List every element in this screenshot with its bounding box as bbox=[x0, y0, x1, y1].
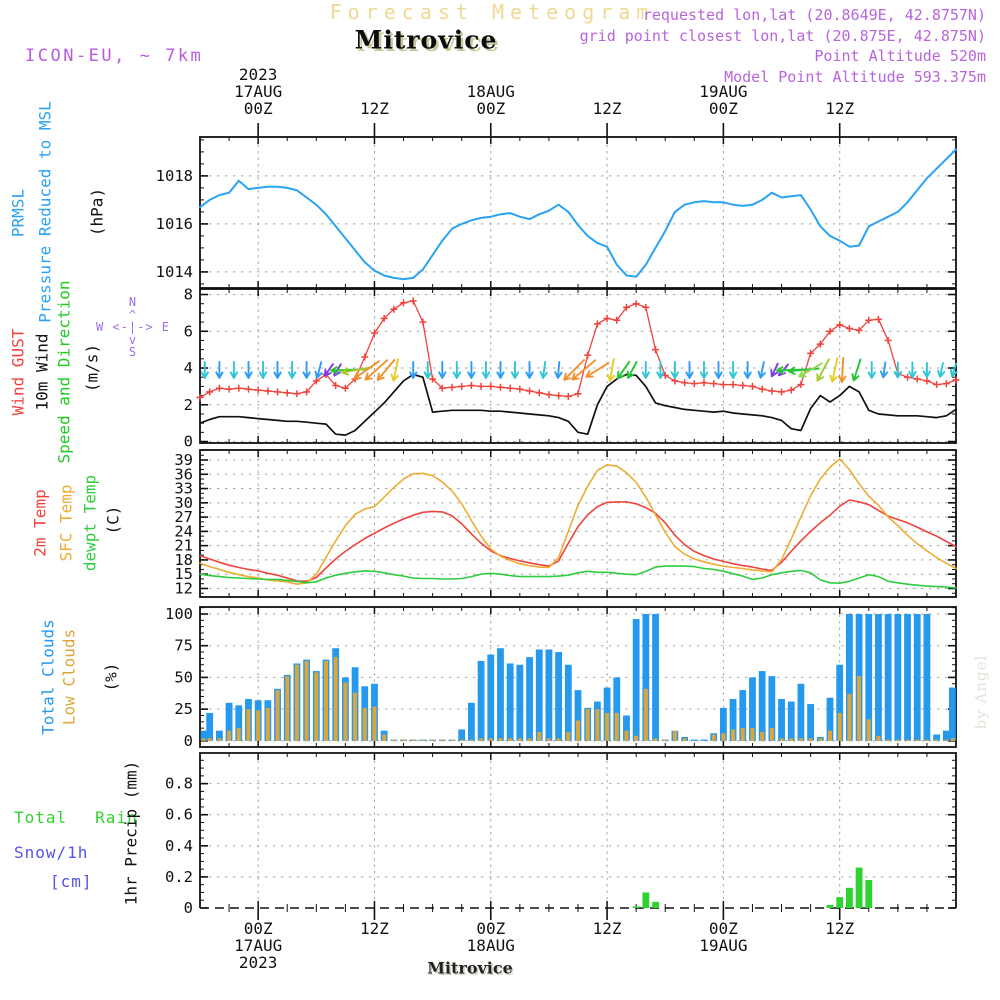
svg-text:18: 18 bbox=[174, 551, 193, 569]
svg-text:2023: 2023 bbox=[239, 953, 278, 972]
svg-text:19AUG: 19AUG bbox=[699, 936, 747, 955]
svg-text:4: 4 bbox=[184, 359, 193, 377]
footer-station: Mitrovice bbox=[427, 958, 513, 978]
svg-text:0: 0 bbox=[184, 732, 193, 750]
svg-text:24: 24 bbox=[174, 522, 193, 540]
meta-requested-lonlat: requested lon,lat (20.8649E, 42.8757N) bbox=[642, 6, 986, 24]
svg-text:12Z: 12Z bbox=[593, 99, 622, 118]
svg-text:0.8: 0.8 bbox=[165, 775, 193, 793]
svg-text:12Z: 12Z bbox=[593, 919, 622, 938]
svg-text:2: 2 bbox=[184, 396, 193, 414]
svg-text:00Z: 00Z bbox=[244, 99, 273, 118]
precip-total-word: Total bbox=[14, 808, 68, 827]
meta-point-altitude: Point Altitude 520m bbox=[814, 47, 986, 65]
svg-text:18AUG: 18AUG bbox=[467, 936, 515, 955]
compass-up-arrow-icon: ^ bbox=[128, 307, 138, 322]
svg-text:00Z: 00Z bbox=[476, 919, 505, 938]
precip-snow-label: Snow/1h bbox=[14, 843, 89, 862]
svg-text:00Z: 00Z bbox=[244, 919, 273, 938]
svg-text:19AUG: 19AUG bbox=[699, 82, 747, 101]
svg-text:25: 25 bbox=[174, 700, 193, 718]
svg-text:27: 27 bbox=[174, 508, 193, 526]
svg-text:12Z: 12Z bbox=[825, 919, 854, 938]
svg-text:0: 0 bbox=[184, 433, 193, 451]
wind-compass: N ^ W <-|-> E v S bbox=[96, 296, 170, 359]
svg-text:1014: 1014 bbox=[156, 263, 193, 281]
svg-text:1016: 1016 bbox=[156, 215, 193, 233]
svg-text:12Z: 12Z bbox=[360, 919, 389, 938]
svg-text:12Z: 12Z bbox=[360, 99, 389, 118]
svg-text:15: 15 bbox=[174, 565, 193, 583]
svg-text:00Z: 00Z bbox=[476, 99, 505, 118]
svg-text:36: 36 bbox=[174, 465, 193, 483]
page-title: Forecast Meteogram bbox=[329, 0, 655, 24]
svg-text:39: 39 bbox=[174, 451, 193, 469]
precip-rain-label: Total Rain bbox=[14, 808, 138, 827]
meta-model-altitude: Model Point Altitude 593.375m bbox=[724, 67, 986, 86]
svg-text:100: 100 bbox=[165, 605, 193, 623]
svg-text:17AUG: 17AUG bbox=[234, 82, 282, 101]
svg-text:18AUG: 18AUG bbox=[467, 82, 515, 101]
svg-text:0.6: 0.6 bbox=[165, 806, 193, 824]
model-label: ICON-EU, ~ 7km bbox=[25, 46, 204, 66]
svg-text:12: 12 bbox=[174, 579, 193, 597]
svg-text:21: 21 bbox=[174, 537, 193, 555]
compass-north: N bbox=[128, 295, 138, 309]
svg-text:33: 33 bbox=[174, 480, 193, 498]
request-meta: requested lon,lat (20.8649E, 42.8757N) g… bbox=[580, 5, 986, 87]
compass-west-east-axis: W <-|-> E bbox=[95, 320, 171, 334]
compass-down-arrow-icon: v bbox=[128, 332, 138, 347]
svg-text:0.4: 0.4 bbox=[165, 837, 193, 855]
precip-rain-word: Rain bbox=[95, 808, 138, 827]
svg-text:00Z: 00Z bbox=[709, 919, 738, 938]
precip-snow-unit: [cm] bbox=[50, 872, 93, 891]
meta-gridpoint-lonlat: grid point closest lon,lat (20.875E, 42.… bbox=[579, 26, 986, 45]
svg-text:12Z: 12Z bbox=[825, 99, 854, 118]
svg-text:2023: 2023 bbox=[239, 65, 278, 84]
svg-text:0: 0 bbox=[184, 899, 193, 917]
svg-text:75: 75 bbox=[174, 637, 193, 655]
svg-text:1018: 1018 bbox=[156, 167, 193, 185]
svg-text:6: 6 bbox=[184, 322, 193, 340]
svg-text:0.2: 0.2 bbox=[165, 868, 193, 886]
compass-south: S bbox=[128, 345, 138, 359]
svg-text:50: 50 bbox=[174, 668, 193, 686]
station-title: Mitrovice bbox=[354, 25, 498, 55]
svg-text:8: 8 bbox=[184, 286, 193, 304]
svg-text:00Z: 00Z bbox=[709, 99, 738, 118]
svg-text:17AUG: 17AUG bbox=[234, 936, 282, 955]
svg-text:30: 30 bbox=[174, 494, 193, 512]
